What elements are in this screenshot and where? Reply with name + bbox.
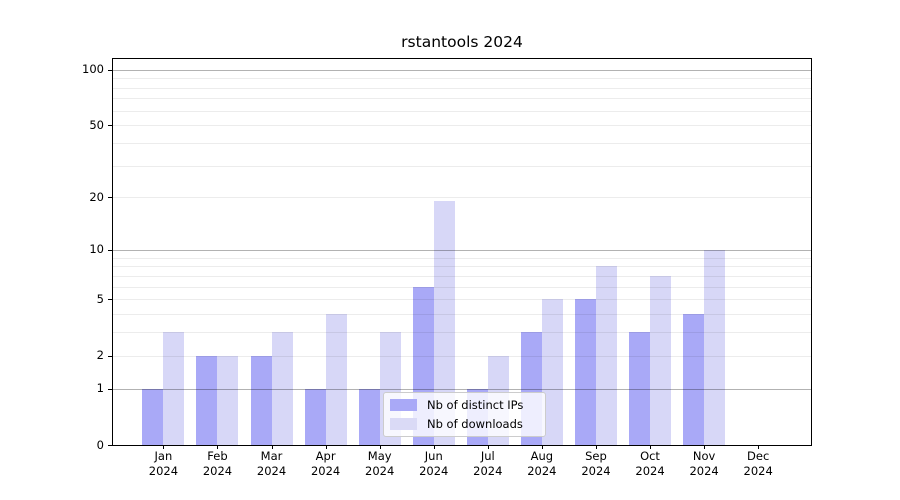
bar-downloads [433, 201, 455, 445]
x-tick-label: Apr 2024 [310, 449, 341, 478]
gridline-minor [113, 299, 811, 301]
gridline-minor [113, 332, 811, 334]
bar-distinct-ips [629, 332, 651, 445]
legend-label-distinct-ips: Nb of distinct IPs [427, 398, 524, 413]
x-tick-mark [163, 445, 165, 449]
gridline-minor [113, 78, 811, 80]
legend-swatch-downloads [390, 417, 417, 430]
gridline-minor [113, 98, 811, 100]
x-tick-mark [704, 445, 706, 449]
bar-downloads [271, 332, 293, 445]
x-tick-label: May 2024 [365, 449, 395, 478]
x-tick-label: Mar 2024 [256, 449, 287, 478]
x-tick-mark [325, 445, 327, 449]
plot-area [112, 58, 812, 446]
x-tick-label: Sep 2024 [581, 449, 611, 478]
x-tick-mark [433, 445, 435, 449]
y-tick-mark [108, 388, 112, 390]
gridline-major [113, 249, 811, 251]
bar-distinct-ips [683, 314, 705, 445]
bar-distinct-ips [304, 388, 326, 445]
y-tick-label: 0 [96, 437, 104, 452]
legend-item-distinct-ips: Nb of distinct IPs [390, 398, 539, 412]
y-tick-label: 5 [96, 291, 104, 306]
x-tick-label: Jun 2024 [419, 449, 449, 478]
x-tick-mark [650, 445, 652, 449]
x-tick-label: Jan 2024 [148, 449, 179, 478]
y-tick-label: 50 [89, 117, 104, 132]
bar-distinct-ips [250, 355, 272, 445]
x-tick-mark [379, 445, 381, 449]
chart-title: rstantools 2024 [401, 33, 523, 51]
x-tick-label: Aug 2024 [527, 449, 557, 478]
gridline-minor [113, 142, 811, 144]
gridline-minor [113, 110, 811, 112]
legend: Nb of distinct IPs Nb of downloads [383, 392, 546, 437]
bar-distinct-ips [142, 388, 164, 445]
gridline-minor [113, 355, 811, 357]
bar-distinct-ips [358, 388, 380, 445]
y-tick-mark [108, 125, 112, 127]
x-tick-label: Jul 2024 [473, 449, 503, 478]
gridline-minor [113, 165, 811, 167]
legend-item-downloads: Nb of downloads [390, 417, 539, 431]
gridline-minor [113, 257, 811, 259]
bar-downloads [650, 275, 672, 445]
y-tick-label: 2 [96, 348, 104, 363]
x-tick-mark [595, 445, 597, 449]
x-tick-mark [758, 445, 760, 449]
bar-downloads [325, 314, 347, 445]
legend-swatch-distinct-ips [390, 399, 417, 412]
y-tick-mark [108, 299, 112, 301]
gridline-minor [113, 197, 811, 199]
y-tick-label: 10 [89, 242, 104, 257]
x-tick-mark [271, 445, 273, 449]
gridline-minor [113, 286, 811, 288]
y-tick-mark [108, 69, 112, 71]
y-tick-mark [108, 355, 112, 357]
bar-downloads [704, 249, 726, 445]
gridline-major [113, 388, 811, 390]
x-tick-mark [487, 445, 489, 449]
bar-downloads [541, 299, 563, 445]
legend-label-downloads: Nb of downloads [427, 416, 523, 431]
gridline-minor [113, 125, 811, 127]
bar-downloads [217, 355, 239, 445]
x-tick-mark [541, 445, 543, 449]
y-tick-label: 1 [96, 381, 104, 396]
gridline-major [113, 69, 811, 71]
gridline-minor [113, 314, 811, 316]
x-tick-label: Dec 2024 [743, 449, 773, 478]
bar-downloads [595, 266, 617, 445]
x-tick-mark [217, 445, 219, 449]
y-tick-label: 100 [82, 62, 104, 77]
bar-distinct-ips [574, 299, 596, 445]
y-tick-mark [108, 445, 112, 446]
gridline-minor [113, 275, 811, 277]
bar-downloads [163, 332, 185, 445]
x-tick-label: Oct 2024 [635, 449, 665, 478]
gridline-minor [113, 266, 811, 268]
y-tick-label: 20 [89, 189, 104, 204]
gridline-minor [113, 87, 811, 89]
x-tick-label: Nov 2024 [689, 449, 719, 478]
x-tick-label: Feb 2024 [202, 449, 233, 478]
bar-distinct-ips [196, 355, 218, 445]
y-tick-mark [108, 249, 112, 251]
y-tick-mark [108, 197, 112, 199]
